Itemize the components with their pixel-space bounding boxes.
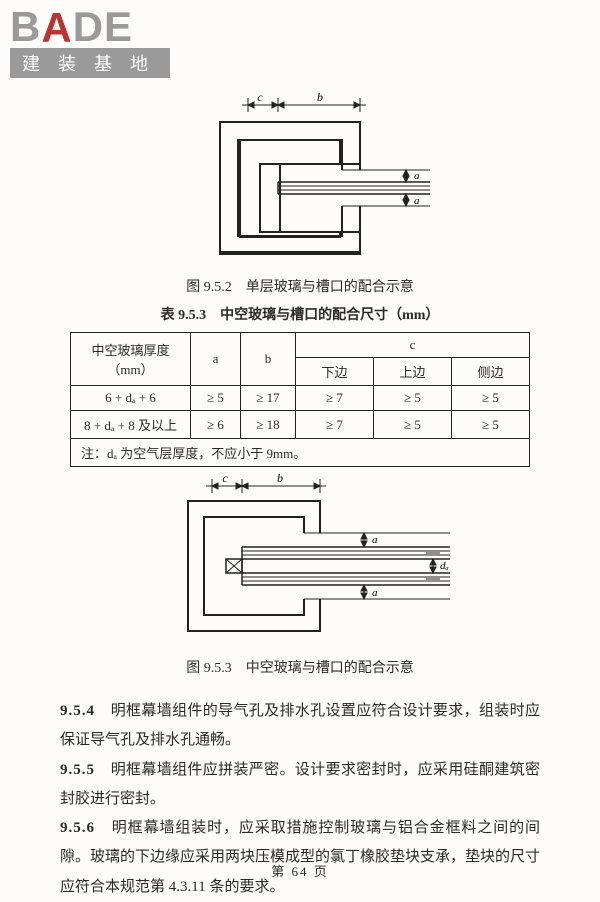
figure-9-5-3-svg: c b [150, 473, 450, 643]
secnum: 9.5.4 [60, 703, 95, 719]
figure-9-5-3: c b [150, 473, 450, 643]
cell-c-down: ≥ 7 [296, 386, 374, 411]
dim-a-label-2: a [414, 195, 420, 207]
cell-c-up: ≥ 5 [374, 411, 452, 439]
table-row: 6 + dₐ + 6 ≥ 5 ≥ 17 ≥ 7 ≥ 5 ≥ 5 [71, 386, 530, 411]
cell-c-side: ≥ 5 [452, 386, 530, 411]
para-text: 明框幕墙组件的导气孔及排水孔设置应符合设计要求，组装时应保证导气孔及排水孔通畅。 [60, 703, 540, 748]
table-9-5-3-caption: 表 9.5.3 中空玻璃与槽口的配合尺寸（mm） [60, 304, 540, 324]
watermark-sub: 建装基地 [10, 48, 170, 78]
table-note: 注：dₐ 为空气层厚度，不应小于 9mm。 [71, 439, 530, 467]
para-9-5-5: 9.5.5 明框幕墙组件应拼装严密。设计要求密封时，应采用硅酮建筑密封胶进行密封… [60, 756, 540, 815]
table-note-row: 注：dₐ 为空气层厚度，不应小于 9mm。 [71, 439, 530, 467]
secnum: 9.5.6 [60, 820, 95, 836]
dim-b-label: b [277, 473, 283, 485]
cell-c-side: ≥ 5 [452, 411, 530, 439]
para-text: 明框幕墙组件应拼装严密。设计要求密封时，应采用硅酮建筑密封胶进行密封。 [60, 762, 540, 807]
figure-9-5-2-caption: 图 9.5.2 单层玻璃与槽口的配合示意 [60, 276, 540, 296]
th-c-group: c [296, 333, 530, 358]
page-content: c b [0, 0, 600, 902]
th-b: b [241, 333, 296, 386]
dim-da: dₐ [440, 560, 449, 572]
dim-c-label: c [257, 92, 263, 104]
table-9-5-3: 中空玻璃厚度 （mm） a b c 下边 上边 侧边 6 + dₐ + 6 ≥ … [70, 332, 530, 467]
figure-9-5-2-svg: c b [170, 92, 430, 262]
cell-b: ≥ 18 [241, 411, 296, 439]
dim-a-label-1: a [414, 170, 420, 182]
watermark-logo: BADE 建装基地 [10, 6, 170, 78]
watermark-brand: BADE [10, 6, 170, 48]
dim-a-bot: a [372, 587, 378, 599]
cell-thk: 6 + dₐ + 6 [71, 386, 191, 411]
para-9-5-6: 9.5.6 明框幕墙组装时，应采取措施控制玻璃与铝合金框料之间的间隙。玻璃的下边… [60, 814, 540, 902]
para-text: 明框幕墙组装时，应采取措施控制玻璃与铝合金框料之间的间隙。玻璃的下边缘应采用两块… [60, 820, 540, 895]
cell-b: ≥ 17 [241, 386, 296, 411]
th-thickness: 中空玻璃厚度 （mm） [71, 333, 191, 386]
cell-c-up: ≥ 5 [374, 386, 452, 411]
cell-a: ≥ 5 [191, 386, 241, 411]
cell-thk: 8 + dₐ + 8 及以上 [71, 411, 191, 439]
dim-b-label: b [317, 92, 323, 104]
figure-9-5-3-caption: 图 9.5.3 中空玻璃与槽口的配合示意 [60, 657, 540, 677]
secnum: 9.5.5 [60, 762, 95, 778]
th-c-up: 上边 [374, 358, 452, 386]
para-9-5-4: 9.5.4 明框幕墙组件的导气孔及排水孔设置应符合设计要求，组装时应保证导气孔及… [60, 697, 540, 756]
dim-c-label: c [222, 473, 228, 485]
cell-a: ≥ 6 [191, 411, 241, 439]
th-c-down: 下边 [296, 358, 374, 386]
dim-a-top: a [372, 534, 378, 546]
table-header-row-1: 中空玻璃厚度 （mm） a b c [71, 333, 530, 358]
th-c-side: 侧边 [452, 358, 530, 386]
table-row: 8 + dₐ + 8 及以上 ≥ 6 ≥ 18 ≥ 7 ≥ 5 ≥ 5 [71, 411, 530, 439]
page-number: 第 64 页 [0, 861, 600, 880]
th-a: a [191, 333, 241, 386]
figure-9-5-2: c b [170, 92, 430, 262]
cell-c-down: ≥ 7 [296, 411, 374, 439]
